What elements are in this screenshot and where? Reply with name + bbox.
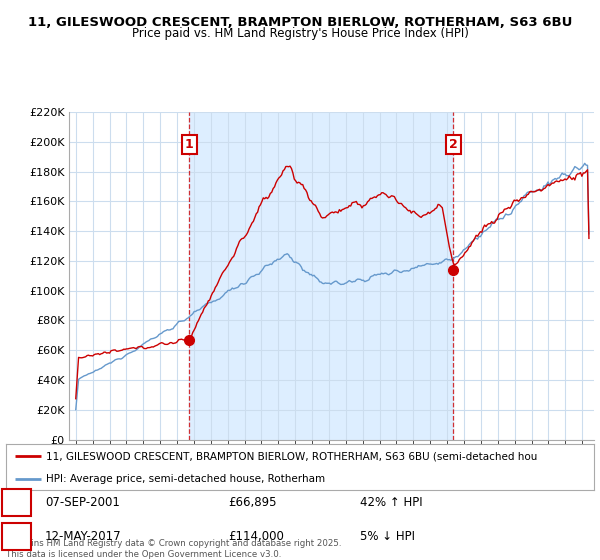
Text: 2: 2 bbox=[449, 138, 458, 151]
Text: £66,895: £66,895 bbox=[228, 496, 277, 509]
Text: 2: 2 bbox=[12, 530, 20, 543]
Text: Price paid vs. HM Land Registry's House Price Index (HPI): Price paid vs. HM Land Registry's House … bbox=[131, 27, 469, 40]
Text: HPI: Average price, semi-detached house, Rotherham: HPI: Average price, semi-detached house,… bbox=[46, 474, 325, 484]
Text: £114,000: £114,000 bbox=[228, 530, 284, 543]
Text: 12-MAY-2017: 12-MAY-2017 bbox=[45, 530, 122, 543]
Text: 1: 1 bbox=[185, 138, 193, 151]
Text: 5% ↓ HPI: 5% ↓ HPI bbox=[360, 530, 415, 543]
Text: 11, GILESWOOD CRESCENT, BRAMPTON BIERLOW, ROTHERHAM, S63 6BU: 11, GILESWOOD CRESCENT, BRAMPTON BIERLOW… bbox=[28, 16, 572, 29]
Text: Contains HM Land Registry data © Crown copyright and database right 2025.
This d: Contains HM Land Registry data © Crown c… bbox=[6, 539, 341, 559]
Bar bbox=[189, 112, 454, 440]
Text: 1: 1 bbox=[12, 496, 20, 509]
Text: 42% ↑ HPI: 42% ↑ HPI bbox=[360, 496, 422, 509]
Text: 11, GILESWOOD CRESCENT, BRAMPTON BIERLOW, ROTHERHAM, S63 6BU (semi-detached hou: 11, GILESWOOD CRESCENT, BRAMPTON BIERLOW… bbox=[46, 451, 538, 461]
Text: 07-SEP-2001: 07-SEP-2001 bbox=[45, 496, 120, 509]
